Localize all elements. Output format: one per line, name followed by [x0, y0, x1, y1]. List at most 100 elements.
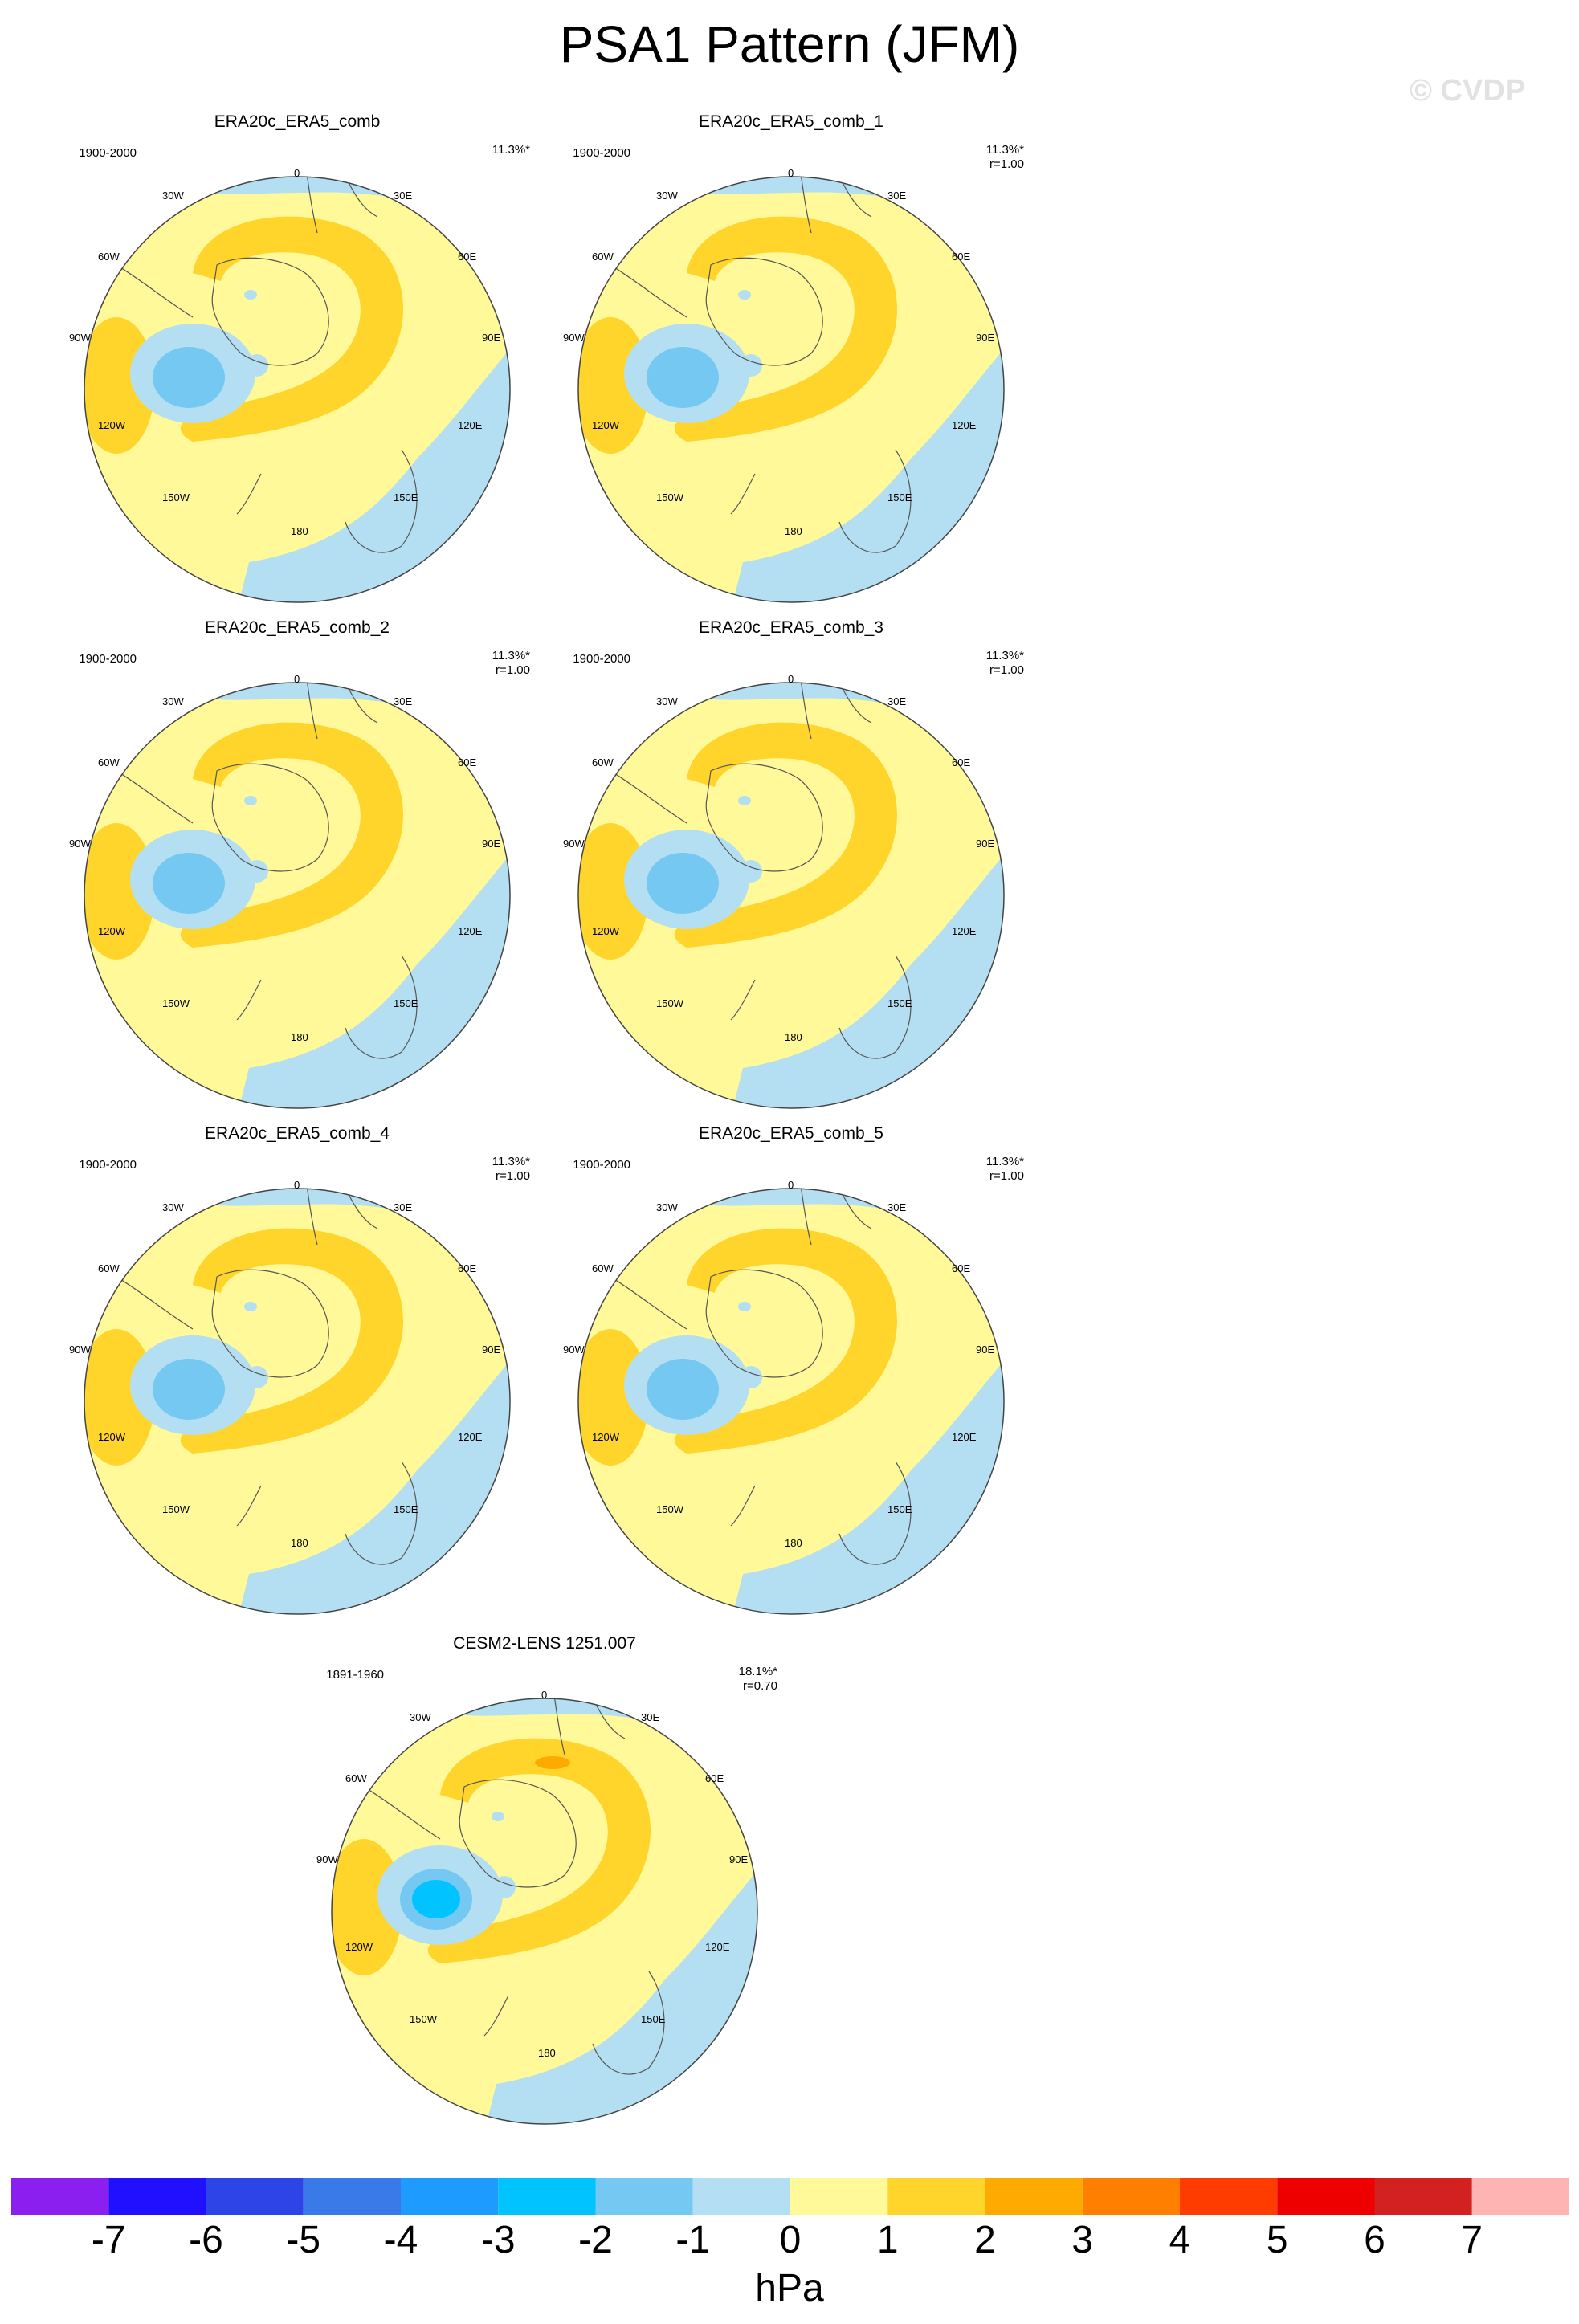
panel-stats: 11.3%* — [442, 143, 530, 157]
positive-anomaly-west — [84, 317, 155, 454]
lon-label-0: 0 — [541, 1689, 548, 1701]
lon-label-60w: 60W — [98, 1262, 120, 1274]
lon-label-60e: 60E — [952, 1262, 971, 1274]
positive-anomaly-west — [332, 1839, 402, 1975]
lon-label-150e: 150E — [394, 997, 418, 1009]
positive-anomaly-ring — [674, 216, 898, 442]
map-panel-7: CESM2-LENS 1251.007 1891-1960 18.1%* r=0… — [288, 1634, 1075, 2148]
antarctica-coastline — [211, 257, 329, 366]
lon-label-30w: 30W — [656, 190, 678, 202]
lon-label-150w: 150W — [162, 1503, 190, 1515]
negative-anomaly-core — [647, 347, 719, 408]
lon-label-60e: 60E — [705, 1772, 724, 1784]
map-panel-6: ERA20c_ERA5_comb_5 1900-2000 11.3%* r=1.… — [534, 1124, 1321, 1638]
colorbar-swatch — [985, 2178, 1083, 2215]
negative-anomaly-3hpa — [412, 1880, 460, 1918]
panel-title: ERA20c_ERA5_comb — [214, 112, 381, 131]
map-boundary — [84, 176, 511, 603]
lon-label-150e: 150E — [394, 491, 418, 504]
colorbar-tick-label: -6 — [189, 2219, 223, 2261]
colorbar-swatch — [887, 2178, 985, 2215]
lon-label-120w: 120W — [98, 925, 125, 937]
new-zealand-coastline — [730, 1485, 756, 1527]
colorbar-units: hPa — [755, 2267, 824, 2310]
lon-label-90w: 90W — [563, 1343, 585, 1356]
colorbar-swatch — [498, 2178, 596, 2215]
lon-label-120e: 120E — [458, 419, 483, 431]
lon-label-0: 0 — [788, 1179, 794, 1191]
polar-map — [577, 176, 1005, 603]
lon-label-30w: 30W — [410, 1711, 431, 1723]
panel-period: 1900-2000 — [573, 146, 630, 160]
africa-coastline — [798, 683, 872, 740]
panel-period: 1900-2000 — [79, 1158, 137, 1172]
new-zealand-coastline — [483, 1995, 509, 2037]
lon-label-180: 180 — [538, 2047, 556, 2059]
lon-label-120e: 120E — [458, 1431, 483, 1443]
lon-label-30w: 30W — [162, 695, 184, 707]
map-boundary — [577, 1188, 1005, 1615]
lon-label-150e: 150E — [887, 491, 912, 504]
colorbar-swatch — [11, 2178, 109, 2215]
lon-label-60e: 60E — [458, 1262, 477, 1274]
panel-title: CESM2-LENS 1251.007 — [453, 1634, 636, 1653]
antarctica-coastline — [211, 763, 329, 872]
positive-anomaly-west — [578, 317, 649, 454]
lon-label-120w: 120W — [345, 1941, 373, 1953]
colorbar-tick-label: -1 — [675, 2219, 711, 2261]
lon-label-120e: 120E — [705, 1941, 730, 1953]
panel-stats: 11.3%* r=1.00 — [442, 1155, 530, 1184]
map-boundary — [331, 1698, 758, 2125]
lon-label-120e: 120E — [952, 1431, 977, 1443]
lon-label-0: 0 — [788, 673, 794, 685]
lon-label-30w: 30W — [162, 190, 184, 202]
figure-title: PSA1 Pattern (JFM) — [559, 15, 1020, 73]
panel-period: 1891-1960 — [326, 1668, 384, 1682]
colorbar-swatch — [595, 2178, 693, 2215]
lon-label-30w: 30W — [162, 1201, 184, 1213]
australia-coastline — [345, 449, 418, 553]
colorbar-swatch — [790, 2178, 888, 2215]
new-zealand-coastline — [236, 473, 262, 515]
pattern-correlation: r=1.00 — [496, 663, 530, 677]
australia-coastline — [345, 1461, 418, 1565]
map-boundary — [577, 682, 1005, 1109]
positive-anomaly-ring — [427, 1738, 651, 1963]
lon-label-120w: 120W — [592, 925, 619, 937]
lon-label-150e: 150E — [887, 1503, 912, 1515]
lon-label-180: 180 — [291, 1537, 308, 1549]
lon-label-90w: 90W — [563, 838, 585, 850]
positive-anomaly-west — [84, 1329, 155, 1466]
antarctica-coastline — [705, 1269, 823, 1378]
lon-label-60w: 60W — [98, 251, 120, 263]
panel-stats: 11.3%* r=1.00 — [936, 1155, 1024, 1184]
variance-percent: 11.3%* — [985, 1155, 1024, 1168]
colorbar-tick-label: 3 — [1071, 2219, 1094, 2261]
lon-label-60w: 60W — [345, 1772, 367, 1784]
lon-label-90e: 90E — [976, 1343, 995, 1356]
positive-anomaly-ring — [180, 216, 404, 442]
lon-label-120w: 120W — [592, 1431, 619, 1443]
lon-label-30e: 30E — [887, 190, 907, 202]
panel-title: ERA20c_ERA5_comb_4 — [205, 1124, 390, 1143]
lon-label-150w: 150W — [656, 491, 683, 504]
lon-label-90w: 90W — [69, 838, 91, 850]
colorbar-swatch — [108, 2178, 206, 2215]
cvdp-watermark: © CVDP — [1410, 74, 1526, 108]
lon-label-180: 180 — [785, 525, 802, 537]
colorbar-tick-label: 5 — [1266, 2219, 1288, 2261]
negative-anomaly-core — [647, 853, 719, 914]
lon-label-90e: 90E — [976, 838, 995, 850]
map-boundary — [84, 682, 511, 1109]
panel-period: 1900-2000 — [79, 652, 137, 666]
australia-coastline — [345, 955, 418, 1059]
lon-label-60e: 60E — [952, 251, 971, 263]
polar-map — [577, 1188, 1005, 1615]
variance-percent: 18.1%* — [738, 1665, 777, 1678]
colorbar-swatch — [1374, 2178, 1472, 2215]
polar-map — [84, 1188, 511, 1615]
map-panel-4: ERA20c_ERA5_comb_3 1900-2000 11.3%* r=1.… — [534, 618, 1321, 1132]
lon-label-150e: 150E — [887, 997, 912, 1009]
lon-label-90w: 90W — [69, 332, 91, 344]
colorbar-tick-label: -2 — [578, 2219, 613, 2261]
